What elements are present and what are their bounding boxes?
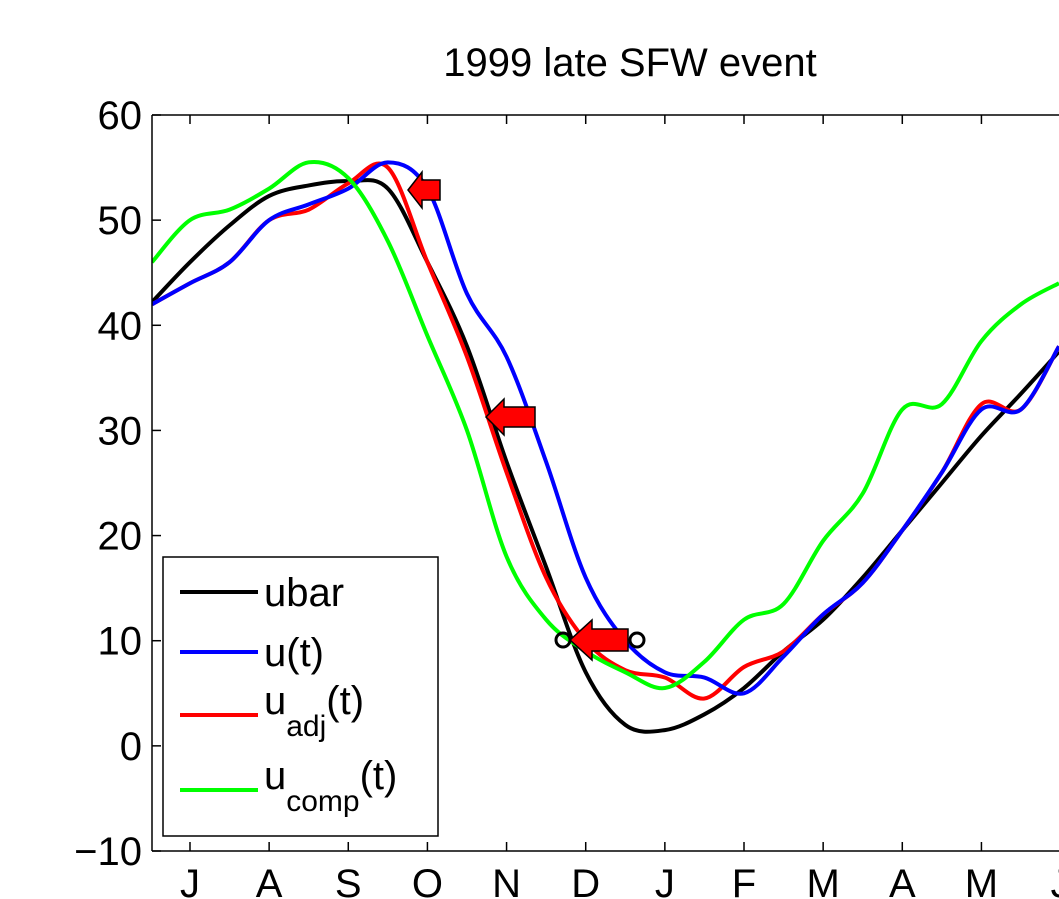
legend: ubar u(t)uadj(t) ucomp(t) — [162, 556, 439, 837]
x-tick-label: O — [412, 862, 443, 899]
y-tick-label: 20 — [98, 515, 143, 559]
x-tick-label: N — [492, 862, 521, 899]
annotations — [407, 169, 646, 662]
y-tick-label: 10 — [98, 620, 143, 664]
marker-circle — [628, 631, 646, 649]
legend-label: ubar — [264, 571, 344, 615]
y-tick-label: −10 — [74, 830, 142, 874]
x-tick-label: J — [655, 862, 675, 899]
y-tick-label: 30 — [98, 409, 143, 453]
y-tick-label: 40 — [98, 304, 143, 348]
arrow — [407, 169, 441, 211]
series-line — [152, 160, 1059, 696]
legend-label: u(t) — [264, 631, 324, 675]
x-tick-label: J — [1051, 862, 1059, 899]
x-tick-label: D — [571, 862, 600, 899]
legend-label: ucomp(t) — [264, 754, 397, 818]
marker-circle — [554, 631, 572, 649]
chart-title: 1999 late SFW event — [443, 41, 817, 85]
arrow — [484, 397, 536, 437]
x-tick-label: M — [806, 862, 839, 899]
y-tick-label: 50 — [98, 199, 143, 243]
x-tick-label: J — [180, 862, 200, 899]
x-tick-label: A — [889, 862, 916, 899]
x-tick-label: F — [732, 862, 756, 899]
axes: −10 0 10 20 30 40 50 60 J A S O N D J F M A M J — [74, 94, 1059, 899]
legend-label: uadj(t) — [264, 679, 364, 743]
arrow — [568, 618, 629, 662]
y-tick-label: 0 — [120, 725, 142, 769]
x-tick-label: M — [965, 862, 998, 899]
x-tick-label: A — [256, 862, 283, 899]
y-tick-label: 60 — [98, 94, 143, 138]
x-tick-label: S — [335, 862, 362, 899]
